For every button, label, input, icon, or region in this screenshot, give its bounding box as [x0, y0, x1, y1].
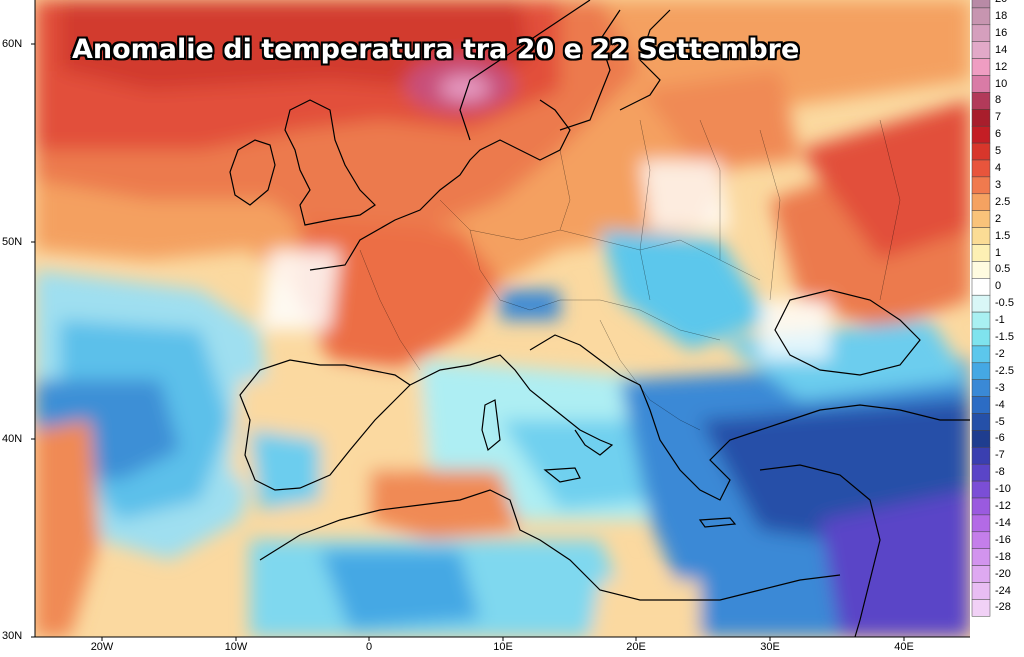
borders — [359, 119, 901, 431]
colorbar-swatch — [971, 24, 991, 42]
colorbar-swatch — [971, 7, 991, 26]
colorbar-label: 3 — [995, 178, 1002, 191]
colorbar-swatch — [971, 244, 991, 262]
colorbar-swatch — [971, 142, 991, 161]
colorbar-label: -7 — [995, 449, 1005, 462]
colorbar-label: 14 — [995, 43, 1008, 56]
colorbar-label: 6 — [995, 128, 1002, 141]
colorbar-swatch — [971, 227, 991, 245]
lon-label-10w: 10W — [224, 641, 248, 653]
colorbar-swatch — [971, 0, 991, 9]
colorbar-label: -1 — [995, 314, 1005, 327]
colorbar-swatch — [971, 41, 991, 59]
colorbar-swatch — [971, 396, 991, 414]
colorbar-label: 2 — [995, 212, 1002, 225]
colorbar-label: -14 — [995, 516, 1011, 529]
colorbar-label: -0.5 — [995, 297, 1014, 310]
colorbar-label: -12 — [995, 500, 1011, 512]
colorbar-label: -24 — [995, 584, 1011, 597]
lon-label-0: 0 — [365, 641, 373, 653]
colorbar-swatch — [971, 210, 991, 228]
colorbar-label: -1.5 — [995, 331, 1014, 343]
colorbar-swatch — [971, 75, 991, 93]
colorbar-swatch — [971, 92, 991, 110]
lon-label-10e: 10E — [493, 641, 513, 653]
colorbar-swatch — [971, 294, 991, 313]
colorbar — [971, 0, 991, 617]
colorbar-label: -10 — [995, 483, 1011, 496]
colorbar-swatch — [971, 497, 991, 516]
colorbar-label: 10 — [995, 77, 1008, 90]
lon-label-20e: 20E — [626, 641, 646, 653]
lat-label-60n: 60N — [2, 38, 23, 50]
colorbar-label: -8 — [995, 466, 1005, 479]
temperature-field — [35, 0, 970, 637]
colorbar-swatch — [971, 278, 991, 296]
colorbar-swatch — [971, 125, 991, 144]
colorbar-swatch — [971, 159, 991, 178]
colorbar-label: -28 — [995, 601, 1011, 614]
colorbar-swatch — [971, 362, 991, 380]
colorbar-label: -3 — [995, 381, 1005, 394]
colorbar-label: -18 — [995, 550, 1011, 563]
colorbar-swatch — [971, 582, 991, 600]
colorbar-label: -2.5 — [995, 364, 1014, 377]
colorbar-swatch — [971, 193, 991, 211]
colorbar-label: -6 — [995, 432, 1005, 445]
lon-label-30e: 30E — [760, 641, 780, 653]
colorbar-label: 0.5 — [995, 263, 1011, 276]
colorbar-swatch — [971, 413, 991, 431]
colorbar-swatch — [971, 447, 991, 465]
colorbar-label: 4 — [995, 162, 1002, 174]
colorbar-swatch — [971, 345, 991, 364]
lat-label-40n: 40N — [2, 433, 23, 445]
colorbar-swatch — [971, 514, 991, 533]
colorbar-swatch — [971, 548, 991, 566]
colorbar-label: 18 — [995, 9, 1008, 22]
lon-label-20w: 20W — [90, 641, 114, 653]
colorbar-label: 5 — [995, 145, 1002, 158]
colorbar-label: 12 — [995, 60, 1008, 73]
colorbar-label: 0 — [995, 280, 1002, 293]
lon-label-40e: 40E — [894, 641, 914, 653]
colorbar-label: -5 — [995, 415, 1005, 428]
colorbar-swatch — [971, 565, 991, 583]
colorbar-label: -16 — [995, 533, 1011, 546]
colorbar-swatch — [971, 430, 991, 448]
map-frame — [31, 0, 970, 641]
lat-label-50n: 50N — [2, 236, 23, 248]
colorbar-swatch — [971, 531, 991, 549]
colorbar-swatch — [971, 311, 991, 330]
colorbar-swatch — [971, 109, 991, 127]
lat-label-30n: 30N — [2, 630, 23, 642]
colorbar-label: 16 — [995, 26, 1008, 39]
colorbar-swatch — [971, 379, 991, 397]
colorbar-swatch — [971, 480, 991, 499]
colorbar-swatch — [971, 599, 991, 617]
colorbar-label: -20 — [995, 567, 1011, 580]
colorbar-label: 1 — [995, 246, 1002, 259]
colorbar-swatch — [971, 463, 991, 482]
colorbar-label: 8 — [995, 94, 1002, 107]
colorbar-label: 2.5 — [995, 195, 1011, 208]
colorbar-label: 20 — [995, 0, 1007, 5]
colorbar-label: 1.5 — [995, 229, 1011, 242]
colorbar-label: 7 — [995, 111, 1002, 124]
coastlines — [229, 0, 970, 637]
colorbar-swatch — [971, 176, 991, 195]
colorbar-label: -2 — [995, 347, 1005, 360]
colorbar-swatch — [971, 261, 991, 279]
colorbar-label: -4 — [995, 398, 1005, 411]
map-title: Anomalie di temperatura tra 20 e 22 Sett… — [72, 34, 800, 65]
colorbar-swatch — [971, 58, 991, 76]
colorbar-swatch — [971, 328, 991, 347]
